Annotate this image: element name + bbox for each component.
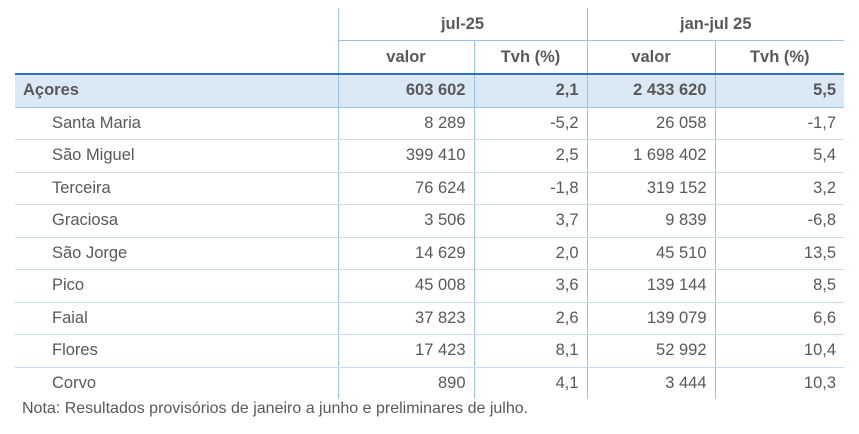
row-tvh-jul: 2,6	[473, 302, 588, 335]
row-tvh-jul: 8,1	[473, 334, 588, 368]
row-tvh-jul: 3,6	[473, 269, 588, 303]
statistics-table-container: jul-25 jan-jul 25 valor Tvh (%) valor Tv…	[15, 8, 845, 399]
row-valor-jul: 37 823	[337, 302, 474, 335]
table-row: São Jorge 14 629 2,0 45 510 13,5	[15, 237, 845, 270]
row-valor-jan-jul: 3 444	[586, 367, 716, 399]
statistics-table: jul-25 jan-jul 25 valor Tvh (%) valor Tv…	[15, 8, 845, 399]
row-valor-jan-jul: 45 510	[586, 237, 716, 270]
header-valor-2: valor	[586, 40, 716, 75]
table-footnote: Nota: Resultados provisórios de janeiro …	[22, 400, 529, 417]
row-tvh-jul: 2,0	[473, 237, 588, 270]
row-name: Açores	[15, 74, 338, 108]
row-name: Flores	[15, 334, 338, 368]
table-row: Flores 17 423 8,1 52 992 10,4	[15, 334, 845, 368]
table-row-total: Açores 603 602 2,1 2 433 620 5,5	[15, 74, 845, 108]
row-valor-jul: 399 410	[337, 139, 474, 173]
row-valor-jul: 76 624	[337, 172, 474, 205]
row-valor-jan-jul: 52 992	[586, 334, 716, 368]
header-empty-cell	[15, 8, 338, 41]
header-tvh-1: Tvh (%)	[473, 40, 588, 75]
table-row: São Miguel 399 410 2,5 1 698 402 5,4	[15, 139, 845, 173]
row-tvh-jul: 2,5	[473, 139, 588, 173]
table-row: Graciosa 3 506 3,7 9 839 -6,8	[15, 204, 845, 238]
row-name: Faial	[15, 302, 338, 335]
header-empty-cell	[15, 40, 338, 75]
row-tvh-jan-jul: 5,5	[714, 74, 845, 108]
row-valor-jul: 3 506	[337, 204, 474, 238]
row-tvh-jan-jul: 3,2	[714, 172, 845, 205]
row-tvh-jan-jul: -1,7	[714, 107, 845, 140]
row-valor-jul: 890	[337, 367, 474, 399]
row-name: Corvo	[52, 373, 97, 392]
row-tvh-jul: -5,2	[473, 107, 588, 140]
table-row: Terceira 76 624 -1,8 319 152 3,2	[15, 172, 845, 205]
header-group-jul-25: jul-25	[337, 8, 588, 41]
row-valor-jan-jul: 26 058	[586, 107, 716, 140]
row-valor-jan-jul: 9 839	[586, 204, 716, 238]
row-name: Santa Maria	[15, 107, 338, 140]
row-name: Graciosa	[15, 204, 338, 238]
row-valor-jul: 603 602	[337, 74, 474, 108]
table-row: Pico 45 008 3,6 139 144 8,5	[15, 269, 845, 303]
header-valor-1: valor	[337, 40, 474, 75]
row-tvh-jan-jul: 5,4	[714, 139, 845, 173]
row-valor-jan-jul: 1 698 402	[586, 139, 716, 173]
row-name: Terceira	[15, 172, 338, 205]
header-group-jan-jul-25: jan-jul 25	[586, 8, 845, 41]
row-valor-jan-jul: 319 152	[586, 172, 716, 205]
row-tvh-jul: -1,8	[473, 172, 588, 205]
table-row: Corvo 890 4,1 3 444 10,3	[15, 367, 845, 399]
row-tvh-jan-jul: 8,5	[714, 269, 845, 303]
row-valor-jul: 17 423	[337, 334, 474, 368]
table-row: Faial 37 823 2,6 139 079 6,6	[15, 302, 845, 335]
row-name: São Jorge	[15, 237, 338, 270]
row-tvh-jan-jul: 10,3	[714, 367, 845, 399]
row-tvh-jul: 3,7	[473, 204, 588, 238]
row-valor-jul: 14 629	[337, 237, 474, 270]
table-row: Santa Maria 8 289 -5,2 26 058 -1,7	[15, 107, 845, 140]
row-valor-jan-jul: 139 079	[586, 302, 716, 335]
row-tvh-jan-jul: 6,6	[714, 302, 845, 335]
row-tvh-jul: 2,1	[473, 74, 588, 108]
row-tvh-jan-jul: -6,8	[714, 204, 845, 238]
row-tvh-jan-jul: 13,5	[714, 237, 845, 270]
header-tvh-2: Tvh (%)	[714, 40, 845, 75]
row-valor-jul: 8 289	[337, 107, 474, 140]
row-tvh-jul: 4,1	[473, 367, 588, 399]
header-subheader-row: valor Tvh (%) valor Tvh (%)	[15, 40, 845, 75]
row-valor-jan-jul: 2 433 620	[586, 74, 716, 108]
row-valor-jul: 45 008	[337, 269, 474, 303]
row-name: Pico	[15, 269, 338, 303]
header-group-row: jul-25 jan-jul 25	[15, 8, 845, 41]
row-tvh-jan-jul: 10,4	[714, 334, 845, 368]
row-valor-jan-jul: 139 144	[586, 269, 716, 303]
row-name: São Miguel	[15, 139, 338, 173]
